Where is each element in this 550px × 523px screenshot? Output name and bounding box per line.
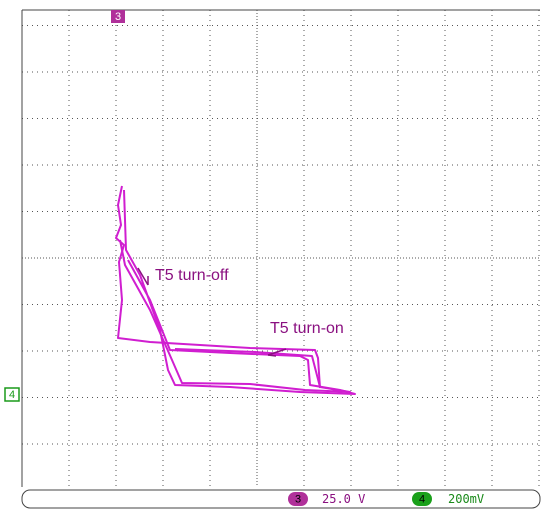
channel-marker [4,387,20,402]
trace-loop [123,189,356,395]
annotation: T5 turn-on [270,320,344,337]
arrow [267,354,277,357]
channel-badge-label: 3 [295,493,301,505]
channel-marker-label: 3 [115,11,121,23]
channel-scale: 25.0 V [322,492,365,506]
channel-scale: 200mV [448,492,484,506]
trace-loop [119,239,351,393]
channel-marker [111,10,125,23]
trace [115,185,356,395]
channel-marker-label: 4 [9,389,15,401]
channel-badge-label: 4 [419,493,425,505]
annotation: T5 turn-off [155,267,229,284]
channel-badge [412,492,432,506]
channel-badge [288,492,308,506]
arrow [137,267,149,286]
status-bar [21,489,541,509]
graticule [22,10,540,487]
trace-loop [115,185,321,389]
arrow [267,348,287,356]
arrows [137,267,287,357]
